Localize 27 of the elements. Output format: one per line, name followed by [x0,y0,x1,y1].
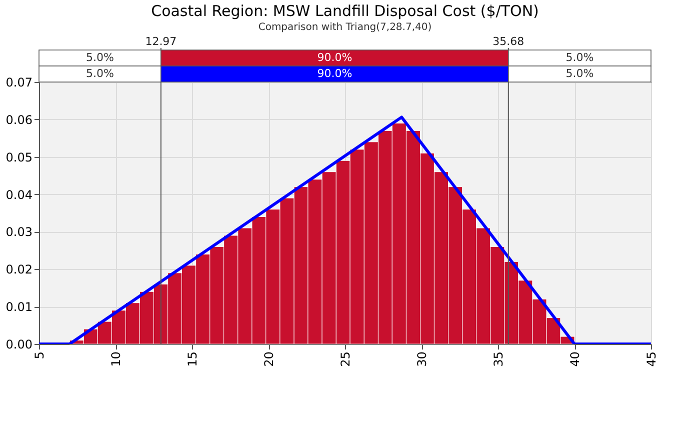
x-tick-label: 15 [186,352,200,367]
text: 90.0% [317,51,352,64]
text: 5.0% [566,51,594,64]
chart-subtitle: Comparison with Triang(7,28.7,40) [258,22,432,33]
y-tick-label: 0.02 [6,262,32,277]
x-tick-label: 20 [262,352,276,367]
ref-line-label: 35.68 [492,35,524,48]
x-tick-label: 35 [492,352,506,367]
y-tick-label: 0.06 [6,112,32,127]
text: 5.0% [86,67,114,80]
x-tick-label: 10 [109,352,123,367]
y-tick-label: 0.04 [6,188,32,202]
x-tick-label: 25 [338,352,352,367]
x-tick-label: 5 [32,352,46,360]
y-tick-label: 0.07 [6,76,32,90]
y-tick-label: 0.03 [6,225,32,240]
text: 5.0% [86,51,114,64]
chart-title: Coastal Region: MSW Landfill Disposal Cost ($/TON) [151,2,539,20]
x-tick-label: 45 [644,352,658,367]
text: 90.0% [317,67,352,80]
text: 5.0% [566,67,594,80]
y-tick-label: 0.05 [6,150,32,164]
ref-line-label: 12.97 [145,35,177,48]
x-tick-label: 40 [568,352,582,367]
x-tick-label: 30 [415,352,429,367]
y-tick-label: 0.00 [6,338,32,352]
y-tick-label: 0.01 [6,300,32,314]
